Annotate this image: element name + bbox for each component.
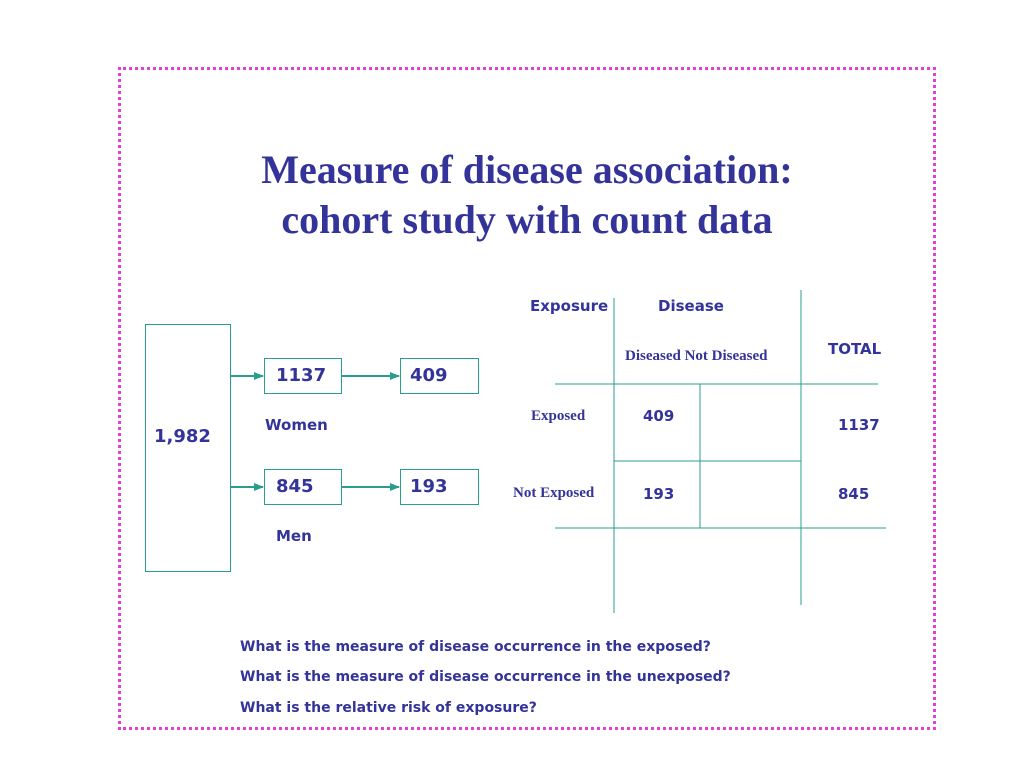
slide-frame [118,67,936,730]
total-value: 1,982 [154,426,211,447]
title-line-1: Measure of disease association: [261,147,793,192]
question-3: What is the relative risk of exposure? [240,700,537,716]
men-total-box [264,469,342,505]
women-total-value: 1137 [276,365,327,386]
row-label-exposed: Exposed [531,408,586,424]
cell-exposed-total: 1137 [838,416,880,434]
men-label: Men [276,527,312,545]
women-diseased-box [400,358,479,394]
total-box [145,324,231,572]
question-1: What is the measure of disease occurrenc… [240,639,711,655]
disease-header: Disease [658,297,724,315]
row-label-not-exposed: Not Exposed [513,485,595,501]
men-diseased-box [400,469,479,505]
cell-not-exposed-diseased: 193 [643,485,675,503]
cell-exposed-diseased: 409 [643,407,675,425]
total-header: TOTAL [828,340,882,358]
disease-subheader: Diseased Not Diseased [625,348,768,364]
cell-not-exposed-total: 845 [838,485,870,503]
women-label: Women [265,416,328,434]
men-diseased-value: 193 [410,476,448,497]
title-line-2: cohort study with count data [281,197,773,242]
women-total-box [264,358,342,394]
women-diseased-value: 409 [410,365,448,386]
men-total-value: 845 [276,476,314,497]
slide-title: Measure of disease association: cohort s… [160,145,894,245]
question-2: What is the measure of disease occurrenc… [240,669,731,685]
exposure-header: Exposure [530,297,609,315]
